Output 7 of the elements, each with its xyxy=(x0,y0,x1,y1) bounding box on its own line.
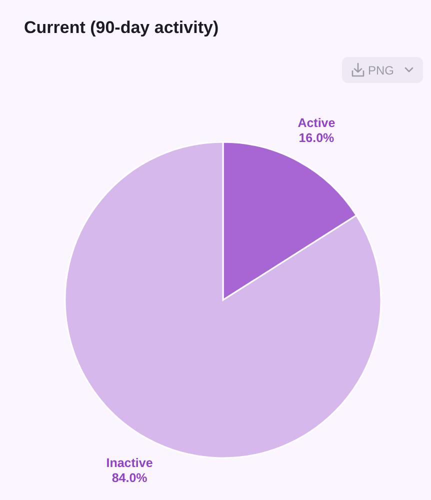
chart-title: Current (90-day activity) xyxy=(24,18,219,37)
slice-label: Active xyxy=(298,116,336,130)
pie-slice xyxy=(64,141,382,459)
slice-label: Inactive xyxy=(106,456,153,470)
data-label: 16.0% xyxy=(298,130,334,145)
data-label: 84.0% xyxy=(112,471,148,486)
download-button: PNG xyxy=(342,57,423,83)
